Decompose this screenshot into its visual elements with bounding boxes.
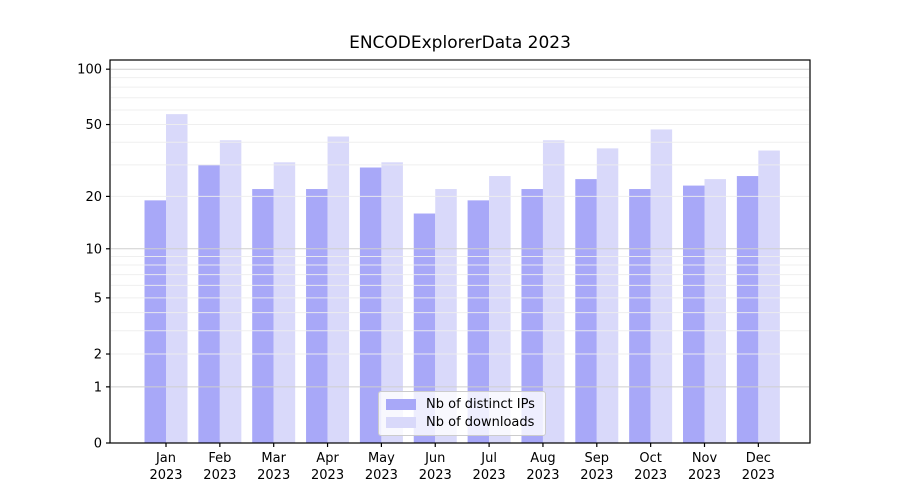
bar-downloads-dec — [758, 150, 780, 443]
x-tick-label-aug: Aug 2023 — [526, 451, 559, 483]
bar-distinct-ips-may — [359, 167, 382, 443]
bar-distinct-ips-dec — [736, 176, 759, 443]
bar-downloads-apr — [327, 136, 350, 443]
y-tick-label: 50 — [85, 118, 102, 133]
bar-downloads-mar — [273, 162, 296, 443]
x-tick-label-dec: Dec 2023 — [742, 451, 775, 483]
x-tick-label-mar: Mar 2023 — [257, 451, 290, 483]
x-tick-label-jan: Jan 2023 — [149, 451, 182, 483]
chart-title: ENCODExplorerData 2023 — [349, 33, 571, 53]
legend: Nb of distinct IPs Nb of downloads — [378, 391, 546, 436]
x-tick-label-may: May 2023 — [365, 451, 398, 483]
bar-distinct-ips-aug — [521, 189, 543, 443]
bar-downloads-jan — [166, 114, 188, 444]
x-tick-label-feb: Feb 2023 — [203, 451, 236, 483]
legend-swatch-distinct-ips — [386, 398, 416, 410]
y-tick-label: 100 — [77, 63, 102, 78]
bar-distinct-ips-jan — [144, 200, 166, 443]
bar-distinct-ips-oct — [629, 189, 651, 443]
bar-downloads-feb — [219, 140, 242, 443]
x-tick-label-apr: Apr 2023 — [311, 451, 344, 483]
legend-label-downloads: Nb of downloads — [426, 415, 535, 431]
bar-distinct-ips-jul — [467, 200, 490, 443]
bar-distinct-ips-jun — [413, 213, 436, 443]
x-tick-label-oct: Oct 2023 — [634, 451, 667, 483]
y-tick-label: 0 — [94, 437, 102, 452]
legend-swatch-downloads — [386, 417, 416, 429]
y-tick-label: 10 — [85, 242, 102, 257]
y-tick-label: 5 — [94, 291, 102, 306]
bar-distinct-ips-sep — [575, 179, 597, 443]
bar-distinct-ips-mar — [252, 189, 274, 443]
bar-downloads-aug — [542, 140, 565, 443]
bar-distinct-ips-apr — [306, 189, 328, 443]
bar-distinct-ips-nov — [683, 185, 705, 443]
y-tick-label: 2 — [94, 348, 102, 363]
bar-distinct-ips-feb — [198, 164, 220, 444]
bar-downloads-may — [381, 162, 403, 443]
bar-downloads-oct — [650, 129, 673, 444]
bar-downloads-jun — [435, 189, 457, 443]
legend-entry-distinct-ips: Nb of distinct IPs — [386, 397, 538, 412]
bar-downloads-nov — [704, 179, 726, 443]
bar-downloads-sep — [596, 148, 619, 443]
y-tick-label: 1 — [94, 380, 102, 395]
x-tick-label-sep: Sep 2023 — [580, 451, 613, 483]
x-tick-label-nov: Nov 2023 — [688, 451, 721, 483]
legend-entry-downloads: Nb of downloads — [386, 415, 538, 430]
plot-frame — [109, 59, 811, 444]
bar-downloads-jul — [489, 176, 511, 443]
x-tick-label-jul: Jul 2023 — [473, 451, 506, 483]
legend-label-distinct-ips: Nb of distinct IPs — [426, 396, 535, 412]
x-tick-label-jun: Jun 2023 — [419, 451, 452, 483]
y-tick-label: 20 — [85, 190, 102, 205]
